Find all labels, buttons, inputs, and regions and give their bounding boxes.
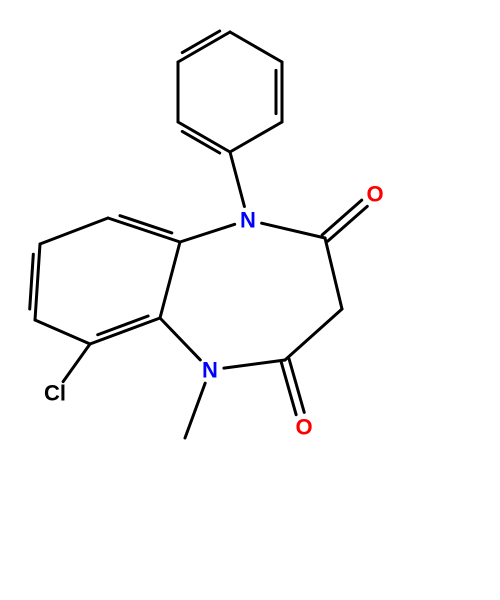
bond-line — [178, 122, 230, 152]
bond-line — [180, 224, 235, 242]
bond-line — [289, 359, 304, 413]
bond-line — [160, 242, 180, 318]
bond-line — [35, 244, 40, 320]
bond-line — [108, 218, 180, 242]
bond-line — [63, 344, 90, 382]
bond-line — [230, 152, 244, 206]
bond-line — [281, 361, 296, 415]
bond-line — [185, 383, 205, 438]
atom-label-cl: Cl — [44, 381, 66, 406]
bond-line — [224, 360, 285, 368]
bond-line — [230, 32, 282, 62]
bond-line — [262, 223, 325, 238]
bond-line — [35, 320, 90, 344]
bond-line — [90, 318, 160, 344]
atom-label-o: O — [366, 182, 383, 207]
bond-line — [178, 32, 230, 62]
atom-label-n: N — [202, 358, 218, 383]
atom-label-n: N — [240, 208, 256, 233]
bond-line — [30, 254, 34, 309]
bond-line — [230, 122, 282, 152]
bond-line — [285, 309, 342, 360]
bond-line — [40, 218, 108, 244]
bond-line — [160, 318, 200, 360]
bond-line — [325, 238, 342, 309]
molecule-diagram: N O O N Cl — [0, 0, 500, 600]
atom-label-o: O — [295, 415, 312, 440]
